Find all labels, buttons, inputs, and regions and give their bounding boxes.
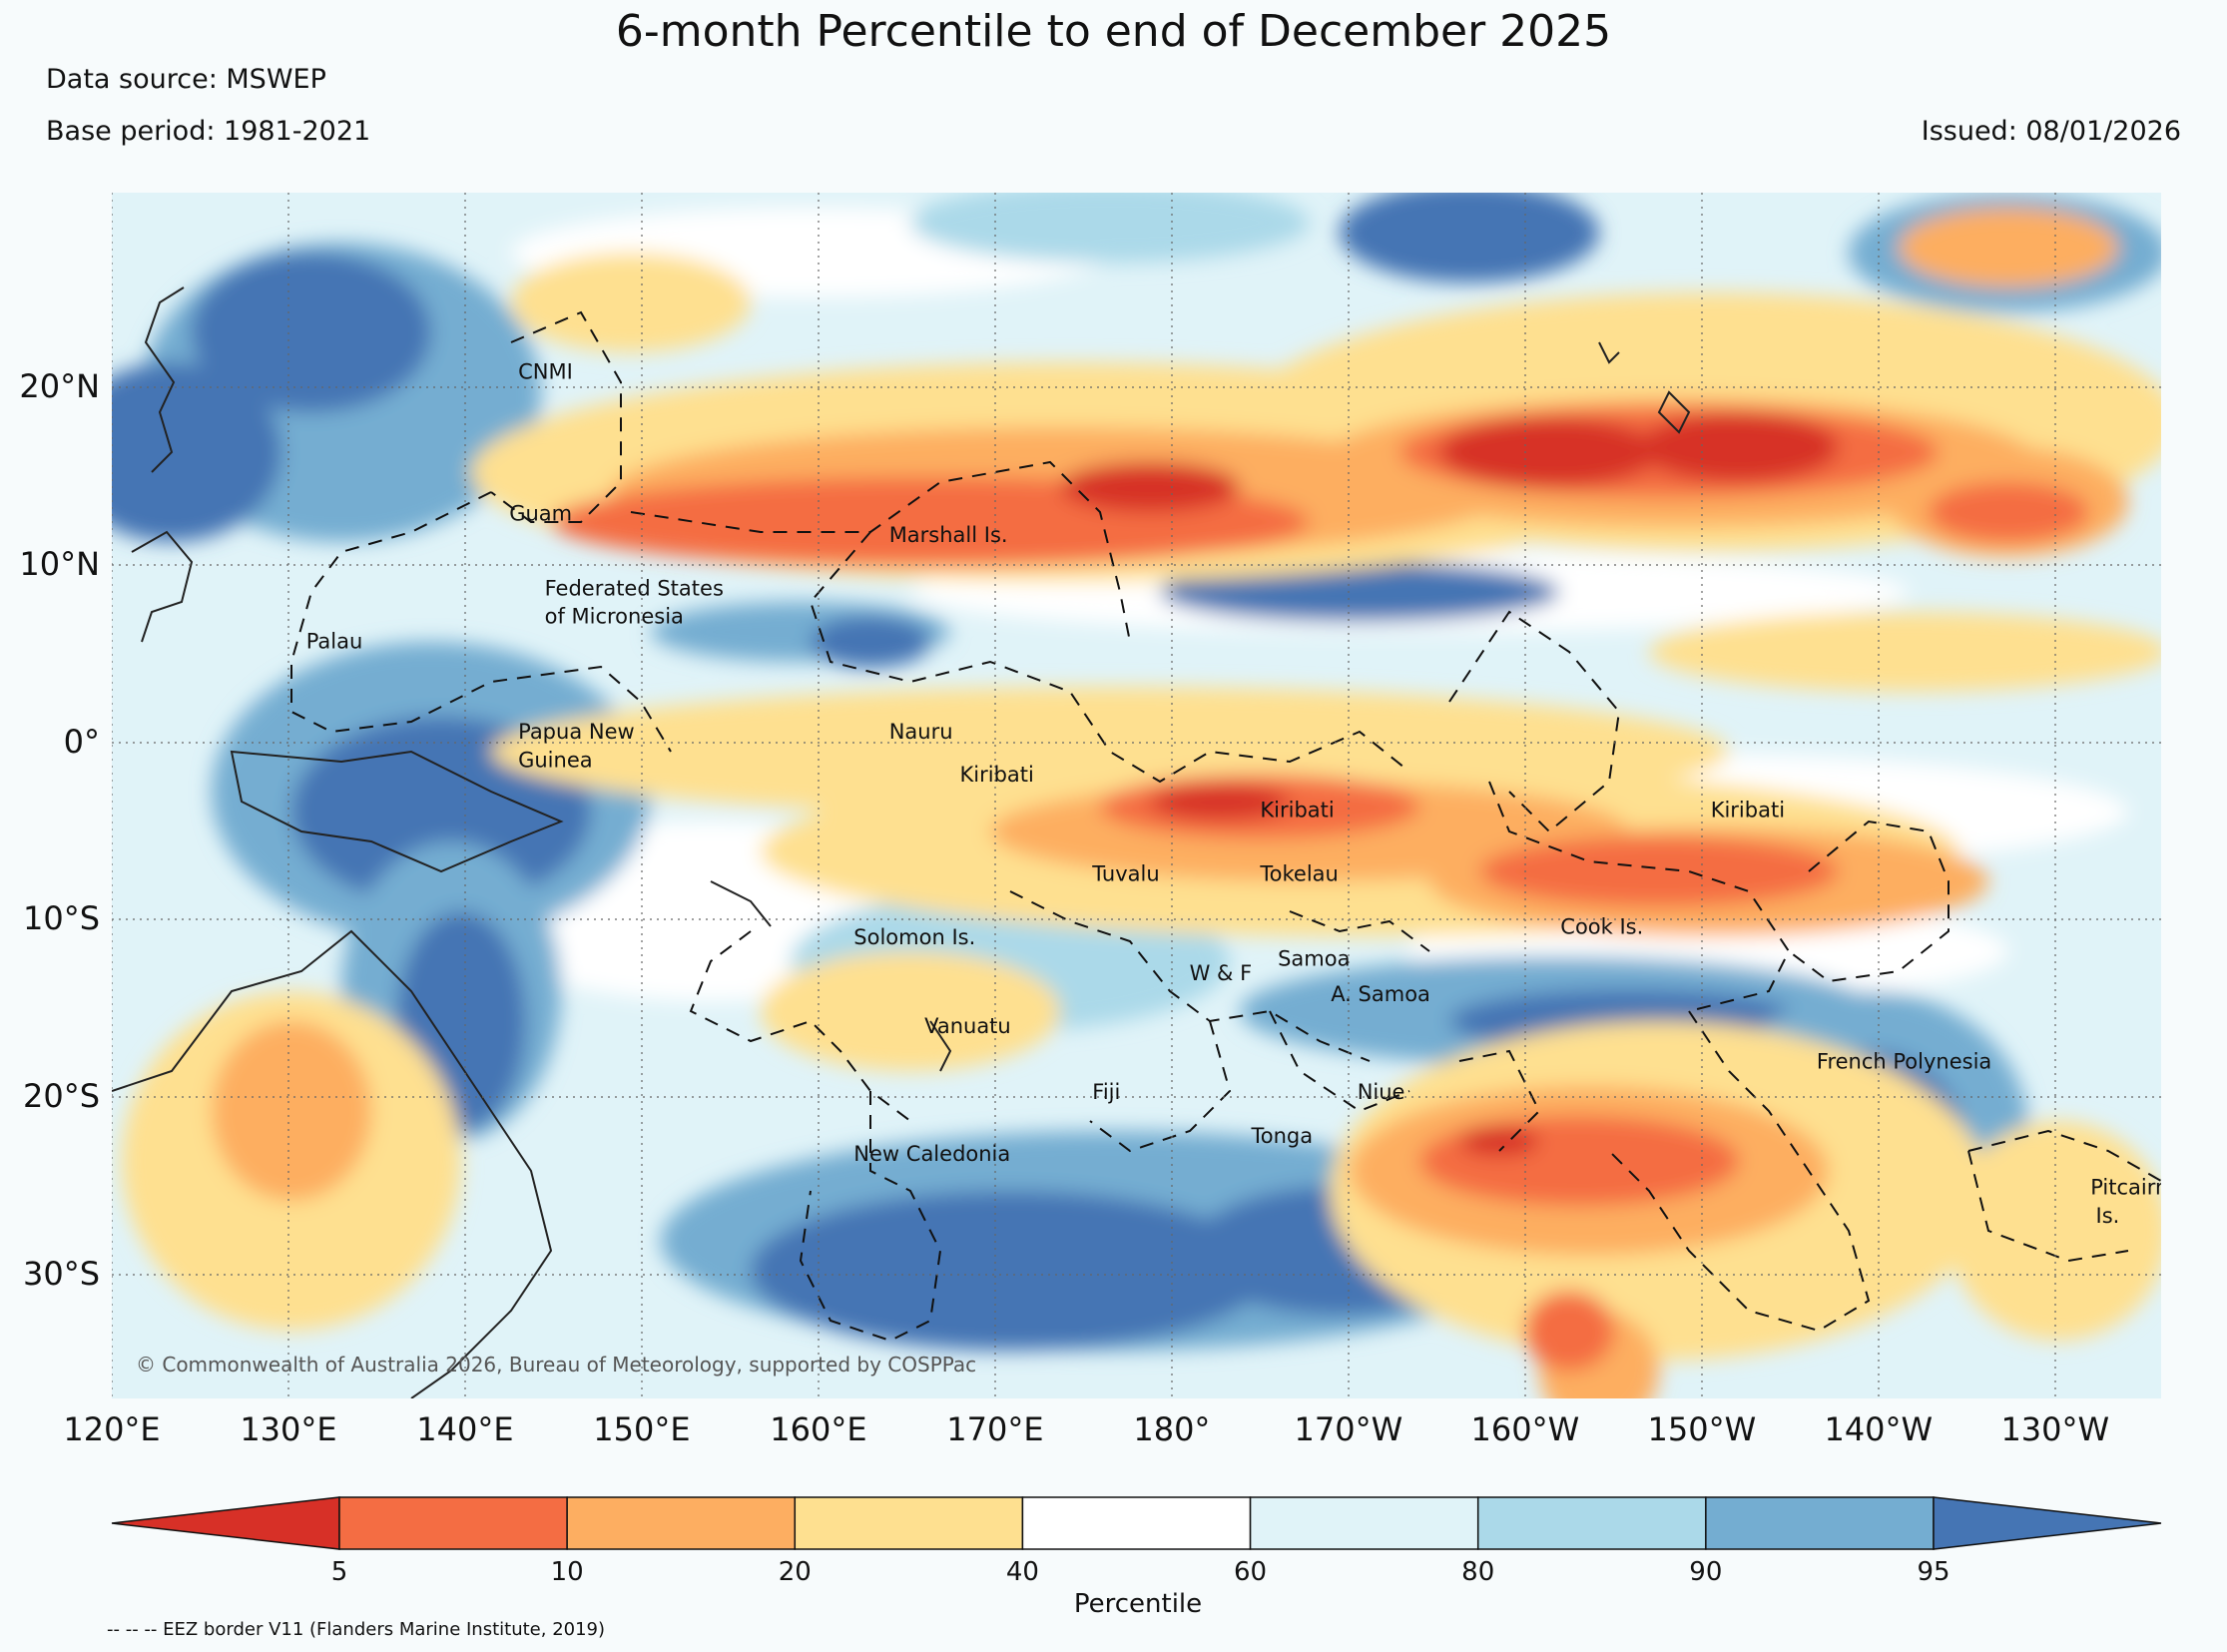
region-label: Tonga (1251, 1124, 1314, 1148)
region-label: Papua New (518, 720, 635, 744)
base-period-label: Base period: 1981-2021 (46, 116, 371, 147)
copyright-text: © Commonwealth of Australia 2026, Bureau… (136, 1353, 976, 1377)
lon-tick-label: 150°W (1647, 1410, 1757, 1448)
colorbar-tick-label: 5 (330, 1557, 348, 1587)
lon-tick-label: 160°W (1470, 1410, 1580, 1448)
region-label: A. Samoa (1331, 982, 1430, 1006)
map-panel: CNMI Guam Marshall Is. Federated States of M… (112, 193, 2161, 1398)
colorbar-segment (794, 1496, 1024, 1550)
lon-tick-label: 120°E (63, 1410, 161, 1448)
colorbar-segment (566, 1496, 797, 1550)
region-label: Guam (509, 502, 572, 526)
region-label: Kiribati (1260, 798, 1334, 822)
region-label: Solomon Is. (853, 925, 975, 949)
lon-tick-label: 170°E (946, 1410, 1044, 1448)
region-labels: CNMI Guam Marshall Is. Federated States of M… (306, 360, 2161, 1229)
region-label: of Micronesia (545, 605, 684, 629)
region-label: Is. (2096, 1204, 2120, 1228)
region-label: Marshall Is. (889, 523, 1008, 547)
lat-tick-label: 20°N (19, 367, 100, 406)
region-label: Nauru (889, 720, 953, 744)
lon-tick-label: 180° (1133, 1410, 1211, 1448)
percentile-map: CNMI Guam Marshall Is. Federated States of M… (112, 193, 2161, 1398)
lon-tick-label: 130°E (240, 1410, 337, 1448)
graticule (112, 193, 2161, 1398)
lat-tick-label: 20°S (22, 1077, 100, 1115)
lat-tick-label: 0° (63, 722, 100, 761)
lon-tick-label: 130°W (2000, 1410, 2110, 1448)
lat-tick-label: 30°S (22, 1254, 100, 1293)
eez-legend-note: -- -- -- EEZ border V11 (Flanders Marine… (107, 1619, 606, 1640)
region-label: Kiribati (1711, 798, 1785, 822)
lon-tick-label: 140°E (416, 1410, 514, 1448)
lon-tick-label: 140°W (1824, 1410, 1934, 1448)
region-label: New Caledonia (853, 1142, 1010, 1166)
colorbar-low-extend (111, 1496, 340, 1550)
lat-tick-label: 10°S (22, 899, 100, 938)
colorbar-tick-label: 90 (1689, 1557, 1723, 1587)
region-label: Tokelau (1259, 861, 1338, 885)
region-label: Kiribati (960, 763, 1034, 787)
colorbar-tick-label: 95 (1917, 1557, 1950, 1587)
colorbar-tick-label: 20 (778, 1557, 812, 1587)
colorbar-segment (338, 1496, 568, 1550)
region-label: Guinea (518, 749, 593, 773)
eez-borders (290, 310, 2161, 1343)
lon-tick-label: 170°W (1294, 1410, 1403, 1448)
lat-tick-label: 10°N (19, 545, 100, 584)
colorbar-tick-label: 40 (1005, 1557, 1039, 1587)
region-label: Tuvalu (1091, 861, 1159, 885)
lon-tick-label: 150°E (593, 1410, 691, 1448)
region-label: Palau (306, 630, 363, 654)
percentile-field (112, 193, 2161, 1398)
coastlines (112, 286, 1691, 1398)
region-label: W & F (1190, 961, 1253, 985)
region-label: Niue (1358, 1080, 1405, 1104)
colorbar-segment (1705, 1496, 1935, 1550)
colorbar-tick-label: 10 (550, 1557, 584, 1587)
region-label: Samoa (1278, 947, 1350, 971)
lon-tick-label: 160°E (770, 1410, 867, 1448)
colorbar (111, 1496, 2162, 1550)
region-label: Pitcairn (2090, 1176, 2161, 1200)
colorbar-high-extend (1933, 1496, 2162, 1550)
region-label: Fiji (1092, 1080, 1120, 1104)
colorbar-tick-label: 60 (1234, 1557, 1268, 1587)
colorbar-title: Percentile (1073, 1589, 1203, 1619)
map-title: 6-month Percentile to end of December 20… (615, 6, 1612, 57)
colorbar-segment (1021, 1496, 1252, 1550)
data-source-label: Data source: MSWEP (46, 64, 326, 95)
region-label: Federated States (545, 576, 724, 600)
colorbar-tick-label: 80 (1461, 1557, 1495, 1587)
region-label: Vanuatu (924, 1014, 1011, 1038)
region-label: CNMI (518, 360, 573, 384)
region-label: Cook Is. (1560, 915, 1643, 939)
region-label: French Polynesia (1817, 1050, 1991, 1074)
colorbar-segment (1249, 1496, 1479, 1550)
colorbar-segment (1476, 1496, 1707, 1550)
issued-date-label: Issued: 08/01/2026 (1921, 116, 2181, 147)
